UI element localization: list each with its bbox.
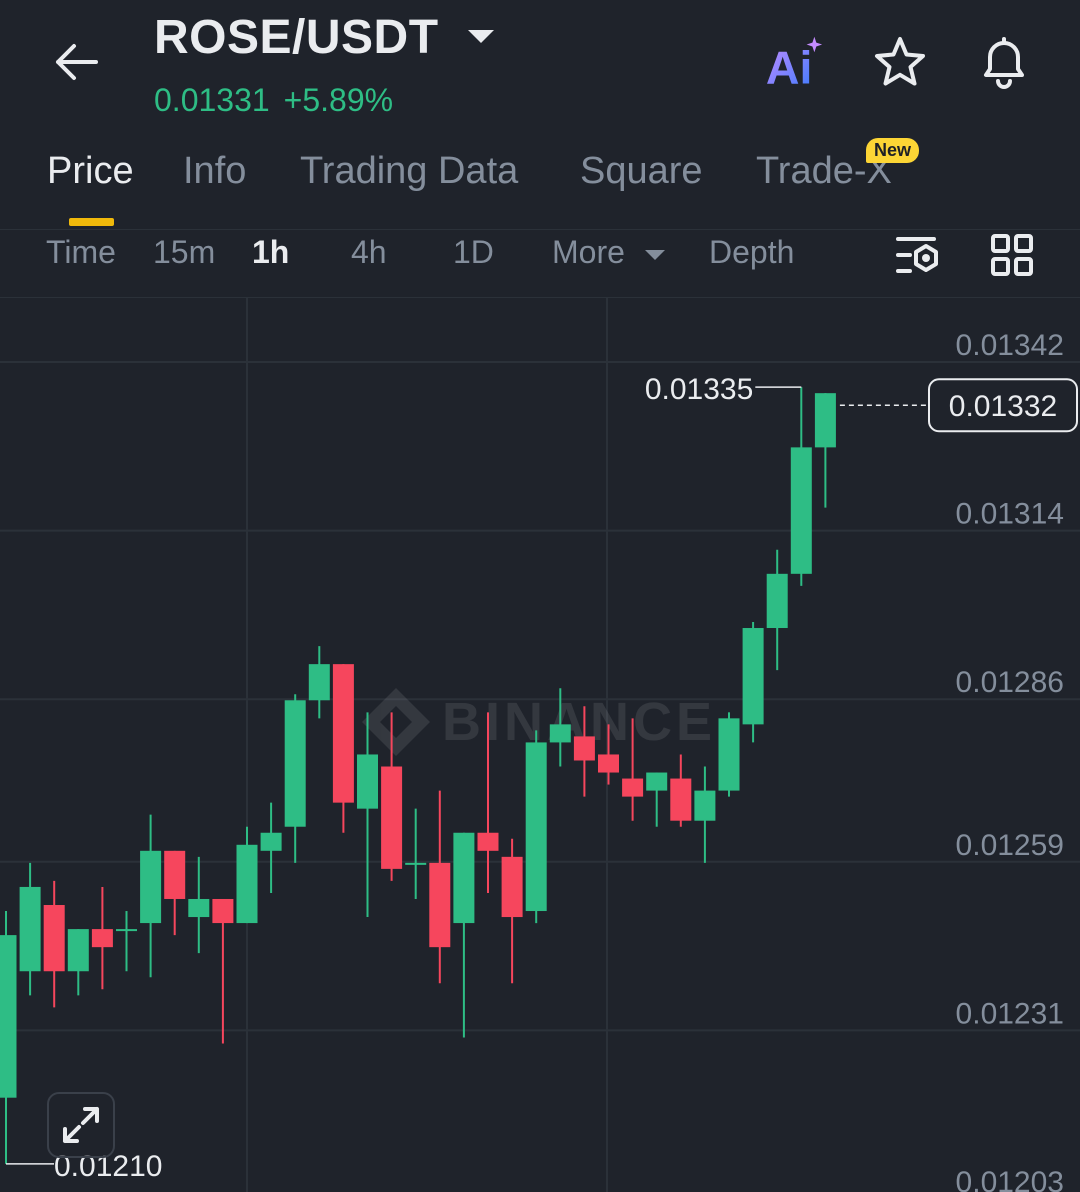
expand-icon[interactable]: [47, 1092, 115, 1158]
dropdown-caret-icon[interactable]: [466, 26, 496, 46]
y-tick-label: 0.01259: [956, 829, 1064, 862]
candle-body: [116, 929, 137, 932]
tab-trading-data[interactable]: Trading Data: [300, 150, 519, 192]
interval-more-label: More: [552, 234, 625, 270]
candle-body: [814, 393, 836, 448]
candle-body: [43, 905, 65, 972]
candle-body: [429, 862, 451, 948]
candle-body: [164, 850, 186, 899]
candle-body: [357, 754, 378, 809]
interval-depth[interactable]: Depth: [709, 234, 795, 270]
chart-settings-icon[interactable]: [890, 230, 946, 280]
price-chart[interactable]: BINANCE 0.01342 0.01314 0.01286 0.01259 0.012…: [0, 298, 1080, 1192]
tab-bar: Price Info Trading Data Square Trade-X: [0, 140, 1080, 230]
tab-square[interactable]: Square: [580, 150, 703, 192]
tab-info[interactable]: Info: [183, 150, 247, 192]
more-caret-icon: [644, 249, 665, 260]
candle-body: [0, 935, 17, 1098]
high-price-label: 0.01335: [645, 373, 753, 406]
interval-1d[interactable]: 1D: [453, 234, 494, 270]
candle-body: [525, 742, 547, 912]
current-price-label: 0.01332: [949, 390, 1057, 423]
candle-body: [188, 898, 210, 918]
candle-body: [405, 862, 427, 865]
y-tick-label: 0.01231: [956, 997, 1064, 1030]
candle-body: [790, 447, 812, 574]
candle-body: [766, 573, 788, 629]
ai-icon[interactable]: Ai: [762, 30, 826, 94]
y-tick-label: 0.01203: [956, 1166, 1064, 1192]
candle-body: [694, 790, 716, 821]
new-badge: New: [866, 138, 920, 163]
candle-body: [332, 664, 354, 803]
candle-body: [212, 898, 234, 924]
y-tick-label: 0.01286: [956, 666, 1064, 699]
grid-icon[interactable]: [984, 230, 1040, 280]
candle-body: [742, 628, 764, 725]
price-change: +5.89%: [283, 82, 394, 118]
candle-body: [646, 772, 668, 791]
candle-body: [284, 700, 306, 827]
candle-body: [67, 929, 89, 972]
candlestick-chart[interactable]: BINANCE0.013420.013140.012860.012590.012…: [0, 298, 1080, 1192]
tab-price[interactable]: Price: [47, 150, 134, 192]
y-tick-label: 0.01314: [956, 498, 1064, 531]
candle-body: [501, 856, 523, 918]
header: ROSE/USDT 0.01331 +5.89% Ai: [0, 0, 1080, 130]
candle-body: [670, 778, 692, 821]
candle-body: [236, 844, 258, 924]
last-price: 0.01331: [154, 82, 270, 118]
back-arrow-icon[interactable]: [44, 32, 108, 92]
interval-4h[interactable]: 4h: [351, 234, 387, 270]
bell-icon[interactable]: [972, 30, 1036, 94]
y-tick-label: 0.01342: [956, 329, 1064, 362]
candle-body: [718, 718, 740, 791]
candle-body: [622, 778, 644, 797]
candle-body: [598, 754, 619, 773]
interval-15m[interactable]: 15m: [153, 234, 216, 270]
candle-body: [549, 724, 571, 743]
candle-body: [477, 832, 499, 851]
interval-1h[interactable]: 1h: [252, 234, 290, 270]
candle-body: [260, 832, 282, 851]
candle-body: [91, 929, 113, 948]
candle-body: [453, 832, 475, 924]
current-price-box: [928, 378, 1078, 433]
candle-body: [19, 886, 41, 972]
svg-text:Ai: Ai: [766, 41, 813, 92]
active-tab-indicator: [69, 218, 114, 226]
interval-time[interactable]: Time: [46, 234, 116, 270]
candle-body: [381, 766, 403, 869]
interval-bar: Time 15m 1h 4h 1D More Depth: [0, 228, 1080, 298]
candle-body: [308, 664, 330, 701]
star-icon[interactable]: [868, 30, 932, 94]
pair-title[interactable]: ROSE/USDT: [154, 11, 439, 64]
price-summary: 0.01331 +5.89%: [154, 82, 407, 119]
interval-more[interactable]: More: [552, 234, 666, 271]
candle-body: [573, 736, 595, 761]
candle-body: [140, 850, 162, 924]
